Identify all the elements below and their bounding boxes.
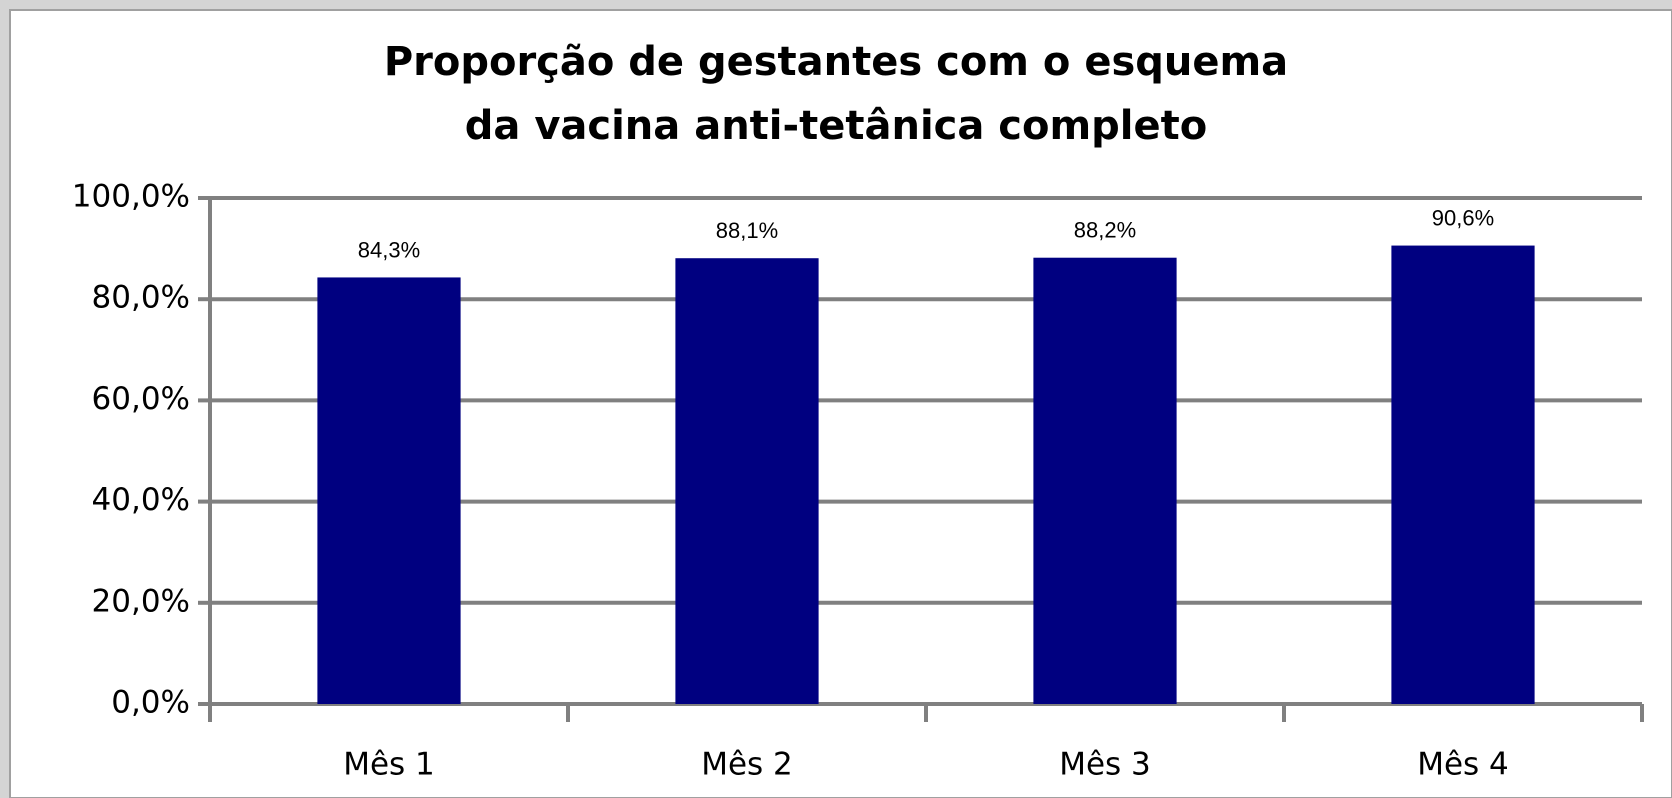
y-tick-label: 0,0%: [111, 685, 190, 721]
y-tick-label: 40,0%: [92, 482, 190, 518]
x-tick-label: Mês 4: [1417, 747, 1509, 783]
bar: [675, 258, 819, 704]
bar: [1033, 257, 1177, 704]
data-label: 88,2%: [1074, 218, 1136, 243]
x-tick-label: Mês 1: [343, 747, 435, 783]
y-tick-label: 100,0%: [72, 179, 190, 215]
y-tick-label: 60,0%: [92, 381, 190, 417]
chart-title: da vacina anti-tetânica completo: [465, 103, 1207, 149]
chart-title: Proporção de gestantes com o esquema: [384, 39, 1288, 85]
bar: [1391, 245, 1535, 704]
x-tick-label: Mês 2: [701, 747, 793, 783]
y-tick-label: 20,0%: [92, 583, 190, 619]
data-label: 84,3%: [358, 237, 420, 262]
data-label: 90,6%: [1432, 205, 1494, 230]
bar: [317, 277, 461, 704]
data-label: 88,1%: [716, 218, 778, 243]
y-tick-label: 80,0%: [92, 280, 190, 316]
x-tick-label: Mês 3: [1059, 747, 1151, 783]
